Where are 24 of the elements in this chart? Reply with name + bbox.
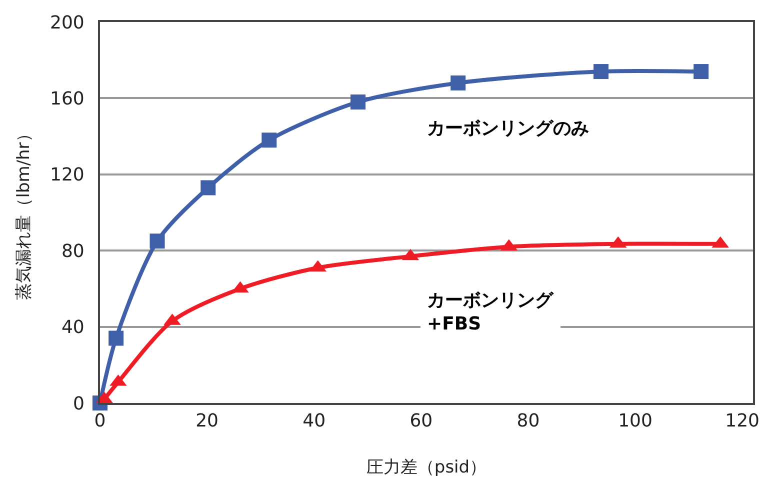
y-tick-label: 120 (50, 164, 84, 186)
x-tick-label: 40 (302, 410, 326, 432)
series-label: カーボンリング +FBS (427, 290, 554, 334)
x-tick-label: 80 (516, 410, 540, 432)
y-axis-title: 蒸気漏れ量（lbm/hr） (14, 125, 34, 300)
x-tick-label: 100 (618, 410, 652, 432)
point (150, 234, 165, 249)
y-tick-label: 80 (61, 240, 84, 262)
y-tick-label: 160 (50, 88, 84, 110)
point (350, 94, 366, 110)
y-tick-label: 200 (50, 12, 84, 34)
x-tick-label: 20 (196, 410, 219, 432)
point (200, 180, 216, 196)
series-label: カーボンリングのみ (427, 118, 589, 139)
y-tick-label: 0 (72, 393, 84, 414)
x-axis-title: 圧力差（psid） (366, 458, 487, 478)
x-tick-label: 0 (94, 410, 106, 432)
point (262, 132, 277, 148)
point (694, 64, 709, 80)
point (593, 64, 608, 80)
x-tick-label: 120 (725, 410, 760, 432)
point (450, 75, 466, 90)
x-tick-label: 60 (410, 410, 433, 432)
y-tick-label: 40 (61, 317, 84, 338)
